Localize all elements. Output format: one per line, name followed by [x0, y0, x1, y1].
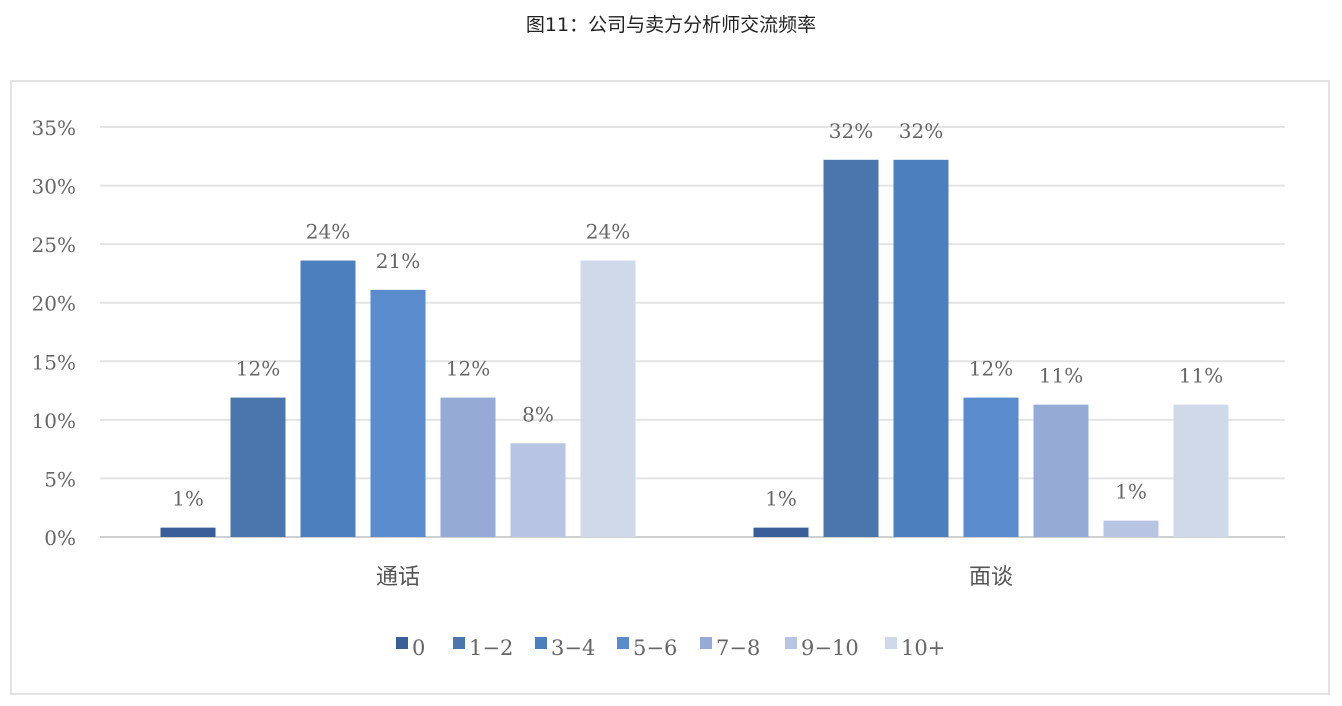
data-label: 21% — [376, 249, 420, 273]
bar-7-8-通话 — [440, 397, 496, 537]
bar-3-4-通话 — [300, 260, 356, 537]
data-label: 1% — [765, 487, 797, 511]
legend-swatch — [453, 637, 465, 649]
legend-label: 10+ — [901, 636, 945, 660]
data-label: 12% — [969, 357, 1013, 381]
legend-swatch — [700, 637, 712, 649]
legend-swatch — [885, 637, 897, 649]
data-label: 8% — [522, 402, 554, 426]
legend-swatch — [396, 637, 408, 649]
y-tick-label: 5% — [44, 467, 76, 491]
bar-5-6-面谈 — [963, 397, 1019, 537]
legend-label: 1−2 — [469, 636, 513, 660]
y-tick-label: 30% — [32, 175, 76, 199]
legend-label: 0 — [412, 636, 425, 660]
bar-9-10-通话 — [510, 443, 566, 537]
bar-1-2-面谈 — [823, 159, 879, 538]
data-label: 12% — [236, 357, 280, 381]
bar-10+-通话 — [580, 260, 636, 537]
data-label: 12% — [446, 357, 490, 381]
bar-7-8-面谈 — [1033, 404, 1089, 537]
bar-9-10-面谈 — [1103, 520, 1159, 537]
bar-10+-面谈 — [1173, 404, 1229, 537]
chart-frame — [10, 80, 1330, 695]
bar-0-面谈 — [753, 527, 809, 537]
y-tick-label: 15% — [32, 350, 76, 374]
legend-label: 5−6 — [633, 636, 677, 660]
data-label: 24% — [586, 220, 630, 244]
legend-label: 9−10 — [801, 636, 859, 660]
legend-swatch — [785, 637, 797, 649]
legend-label: 3−4 — [551, 636, 595, 660]
y-tick-label: 10% — [32, 409, 76, 433]
data-label: 1% — [1115, 480, 1147, 504]
data-label: 24% — [306, 220, 350, 244]
data-label: 32% — [899, 119, 943, 143]
bar-3-4-面谈 — [893, 159, 949, 538]
bar-0-通话 — [160, 527, 216, 537]
data-label: 11% — [1179, 364, 1223, 388]
y-tick-label: 25% — [32, 233, 76, 257]
legend-label: 7−8 — [716, 636, 760, 660]
y-tick-label: 0% — [44, 526, 76, 550]
data-label: 32% — [829, 119, 873, 143]
data-label: 11% — [1039, 364, 1083, 388]
bar-1-2-通话 — [230, 397, 286, 537]
y-tick-label: 20% — [32, 292, 76, 316]
legend-swatch — [535, 637, 547, 649]
bar-5-6-通话 — [370, 289, 426, 537]
x-category-label: 通话 — [376, 565, 420, 590]
y-tick-label: 35% — [32, 116, 76, 140]
legend-swatch — [617, 637, 629, 649]
x-category-label: 面谈 — [969, 565, 1013, 590]
data-label: 1% — [172, 487, 204, 511]
chart-title: 图11：公司与卖方分析师交流频率 — [525, 14, 817, 36]
